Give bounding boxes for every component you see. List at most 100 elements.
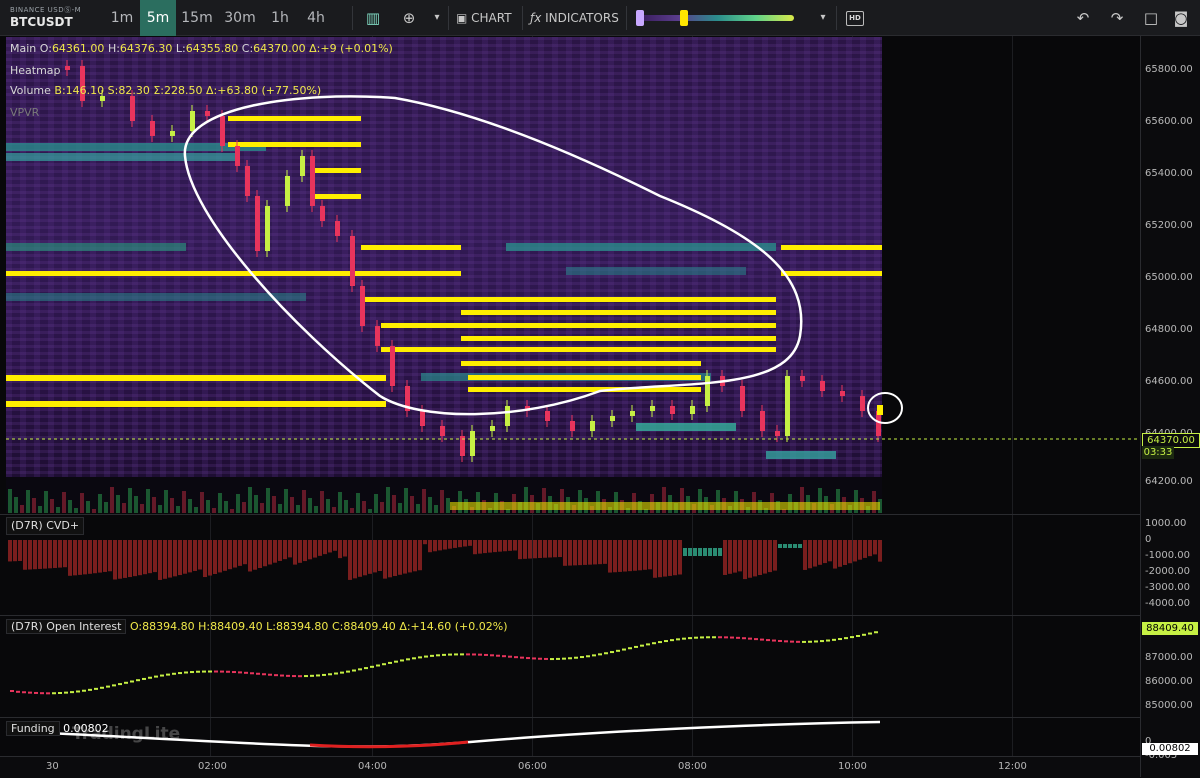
volume-bar: [716, 490, 720, 513]
undo-icon[interactable]: ↶: [1076, 9, 1090, 27]
volume-bar: [302, 490, 306, 513]
time-axis[interactable]: 30 02:00 04:00 06:00 08:00 10:00 12:00: [0, 756, 1140, 778]
chevron-down-icon[interactable]: ▾: [820, 12, 826, 23]
oi-candle: [172, 672, 176, 675]
oi-panel-title[interactable]: (D7R) Open Interest: [6, 619, 127, 634]
oi-candle: [232, 671, 236, 674]
camera-icon[interactable]: ◙: [1173, 9, 1189, 27]
vpvr-legend[interactable]: VPVR: [10, 106, 40, 119]
volume-bar: [242, 502, 246, 513]
volume-bar: [14, 497, 18, 513]
cvd-bar: [793, 544, 797, 548]
oi-candle: [160, 674, 164, 677]
cvd-bar: [318, 540, 322, 556]
volume-bar: [398, 503, 402, 513]
time-tick: 02:00: [198, 761, 227, 772]
cvd-bar: [368, 540, 372, 574]
time-tick: 10:00: [838, 761, 867, 772]
volume-bar: [362, 501, 366, 513]
oi-candle: [724, 636, 728, 639]
oi-candle: [502, 655, 506, 658]
cvd-bar: [338, 540, 342, 559]
oi-candle: [28, 691, 32, 694]
volume-bar: [290, 497, 294, 513]
slider-handle-max[interactable]: [680, 10, 688, 26]
timeframe-1h[interactable]: 1h: [271, 10, 289, 26]
cvd-bar: [508, 540, 512, 551]
fullscreen-icon[interactable]: □: [1143, 9, 1159, 27]
oi-candle: [424, 655, 428, 658]
cvd-bar: [83, 540, 87, 575]
oi-candle: [100, 686, 104, 689]
cvd-bar: [163, 540, 167, 579]
indicators-button-label: INDICATORS: [545, 11, 619, 25]
cvd-bar: [488, 540, 492, 553]
indicators-button[interactable]: ƒx INDICATORS: [530, 8, 619, 28]
cvd-bar: [98, 540, 102, 573]
candle-type-icon[interactable]: ▥: [365, 9, 381, 27]
oi-candle: [316, 674, 320, 677]
cvd-bar: [353, 540, 357, 579]
cvd-bar: [718, 548, 722, 556]
oi-candle: [406, 658, 410, 661]
cvd-bar: [483, 540, 487, 554]
cvd-bar: [378, 540, 382, 571]
heatmap-intensity-slider[interactable]: [636, 10, 798, 26]
cvd-bar: [513, 540, 517, 551]
cvd-bar: [523, 540, 527, 559]
candle-body: [460, 436, 465, 456]
cvd-bar: [688, 548, 692, 556]
timeframe-4h[interactable]: 4h: [307, 10, 325, 26]
cvd-bar: [743, 540, 747, 580]
timeframe-15m[interactable]: 15m: [181, 10, 213, 26]
volume-bar: [200, 492, 204, 513]
redo-icon[interactable]: ↷: [1110, 9, 1124, 27]
oi-candle: [256, 672, 260, 675]
cvd-bar: [128, 540, 132, 578]
candle-body: [255, 196, 260, 251]
chevron-down-icon[interactable]: ▾: [434, 12, 440, 23]
oi-candle: [748, 637, 752, 640]
cvd-bar: [423, 540, 427, 545]
oi-candle: [478, 653, 482, 656]
timeframe-5m[interactable]: 5m: [140, 0, 176, 36]
oi-candle: [658, 641, 662, 644]
cvd-panel-title[interactable]: (D7R) CVD+: [6, 517, 85, 535]
chart-button[interactable]: ▣ CHART: [456, 8, 512, 28]
slider-handle-min[interactable]: [636, 10, 644, 26]
oi-candle: [202, 670, 206, 673]
cvd-bar: [763, 540, 767, 574]
cvd-bar: [363, 540, 367, 576]
oi-candle: [352, 669, 356, 672]
cvd-bar: [223, 540, 227, 571]
symbol-selector[interactable]: BINANCE USDⓈ-M BTCUSDT: [10, 6, 105, 32]
cvd-bar: [458, 540, 462, 548]
volume-bar: [320, 491, 324, 513]
volume-bar: [332, 507, 336, 513]
cvd-bar: [583, 540, 587, 565]
top-toolbar: BINANCE USDⓈ-M BTCUSDT 1m 5m 15m 30m 1h …: [0, 0, 1200, 36]
price-axis[interactable]: 65800.00 65600.00 65400.00 65200.00 6500…: [1140, 36, 1200, 777]
oi-candle: [832, 638, 836, 641]
volume-bar: [110, 487, 114, 513]
globe-icon[interactable]: ⊕: [402, 9, 416, 27]
volume-bar: [542, 488, 546, 513]
main-label[interactable]: Main: [10, 42, 37, 55]
timeframe-1m[interactable]: 1m: [110, 10, 134, 26]
volume-delta: Δ:+63.80 (+77.50%): [206, 84, 322, 97]
volume-bar: [428, 497, 432, 513]
oi-candle: [796, 640, 800, 643]
oi-candle: [184, 671, 188, 674]
oi-candle: [532, 657, 536, 660]
funding-panel-title[interactable]: Funding: [6, 721, 60, 736]
funding-last-value-label: 0.00802: [1142, 743, 1198, 755]
cvd-bar: [768, 540, 772, 573]
hd-toggle[interactable]: HD: [846, 11, 864, 26]
volume-label[interactable]: Volume: [10, 84, 51, 97]
timeframe-30m[interactable]: 30m: [224, 10, 256, 26]
volume-sum: Σ:228.50: [153, 84, 203, 97]
price-tick: 65600.00: [1145, 116, 1193, 127]
oi-candle: [778, 639, 782, 642]
heatmap-legend[interactable]: Heatmap: [10, 64, 61, 77]
cvd-bar: [418, 540, 422, 571]
